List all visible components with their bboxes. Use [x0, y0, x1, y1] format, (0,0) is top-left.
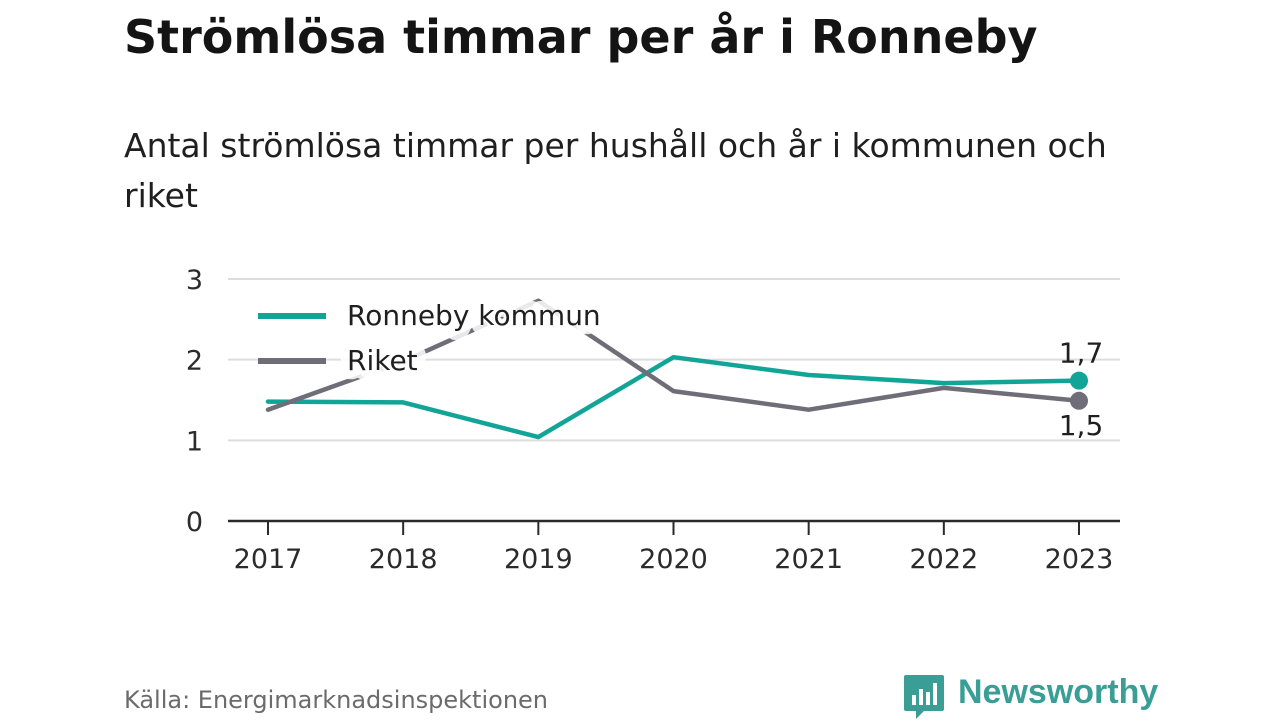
brand-name: Newsworthy — [958, 673, 1159, 711]
x-tick-label: 2020 — [639, 544, 708, 575]
y-tick-label: 0 — [186, 507, 203, 538]
source-note: Källa: Energimarknadsinspektionen — [124, 686, 549, 714]
y-tick-label: 2 — [186, 346, 203, 377]
y-tick-label: 3 — [186, 265, 203, 296]
x-tick-label: 2019 — [504, 544, 573, 575]
x-tick-label: 2022 — [909, 544, 978, 575]
end-value-label: 1,7 — [1059, 337, 1104, 370]
line-chart: 0 1 2 3 2017 2018 2019 2020 2021 2022 2023 Ronneby … — [186, 265, 1120, 575]
x-tick-label: 2018 — [369, 544, 438, 575]
y-tick-label: 1 — [186, 426, 203, 457]
end-point-marker — [1070, 391, 1088, 410]
end-value-label: 1,5 — [1059, 409, 1104, 442]
x-tick-label: 2017 — [234, 544, 303, 575]
legend-label: Riket — [347, 344, 418, 377]
x-tick-label: 2023 — [1045, 544, 1114, 575]
chart-title: Strömlösa timmar per år i Ronneby — [124, 10, 1038, 64]
legend-label: Ronneby kommun — [347, 299, 601, 332]
chart-subtitle: Antal strömlösa timmar per hushåll och å… — [124, 126, 1107, 215]
end-point-marker — [1070, 371, 1088, 390]
series-line-ronneby-kommun — [265, 354, 1082, 440]
newsworthy-logo-icon — [904, 675, 944, 719]
series-line-riket — [265, 298, 1082, 412]
x-tick-label: 2021 — [774, 544, 843, 575]
